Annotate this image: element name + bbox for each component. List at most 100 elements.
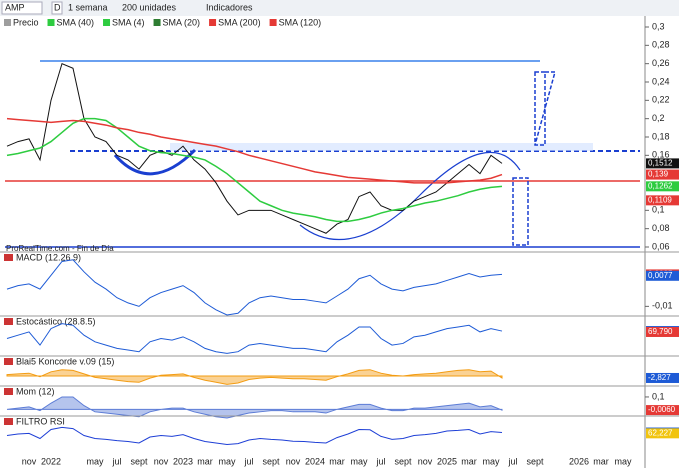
- y-tick-label: 0,06: [652, 241, 670, 251]
- x-tick-label: may: [86, 456, 104, 466]
- last-value-box: [646, 405, 679, 416]
- last-value-box: [646, 169, 679, 180]
- y-tick-label: 0,18: [652, 131, 670, 141]
- x-tick-label: sept: [526, 456, 544, 466]
- x-tick-label: mar: [329, 456, 345, 466]
- y-tick-label: 0,26: [652, 58, 670, 68]
- last-value-label: -2,827: [648, 373, 671, 382]
- x-tick-label: jul: [375, 456, 385, 466]
- projection: [512, 177, 529, 246]
- x-tick-label: sept: [262, 456, 280, 466]
- last-value-box: [646, 270, 679, 281]
- y-tick-label: 0,16: [652, 150, 670, 160]
- x-tick-label: 2022: [41, 456, 61, 466]
- line: [6, 117, 503, 184]
- area: [6, 396, 503, 419]
- last-value-box: [646, 195, 679, 206]
- y-tick-label: 0,28: [652, 40, 670, 50]
- last-value-label: -0,0060: [648, 405, 676, 414]
- period[interactable]: 1 semana: [68, 2, 108, 12]
- last-value-box: [646, 326, 679, 337]
- panel-title: MACD (12.26.9): [16, 252, 81, 262]
- x-tick-label: 2025: [437, 456, 457, 466]
- x-tick-label: mar: [593, 456, 609, 466]
- panel-title-box: [4, 358, 13, 365]
- panel-title: Blai5 Koncorde v.09 (15): [16, 356, 114, 366]
- source: ProRealTime.com - Fin de Día: [6, 244, 114, 253]
- symbol-box[interactable]: [1, 1, 43, 15]
- y-tick-label: 0,1: [652, 205, 665, 215]
- arc-drawing: [113, 148, 197, 176]
- panel-title-box: [4, 388, 13, 395]
- line: [6, 426, 503, 446]
- legend-swatch: [209, 19, 217, 26]
- x-tick-label: mar: [461, 456, 477, 466]
- last-value-label: 0,0077: [648, 271, 673, 280]
- x-tick-label: sept: [130, 456, 148, 466]
- y-tick-label: 0,3: [652, 21, 665, 31]
- panel-title: Mom (12): [16, 386, 55, 396]
- last-value-box: [646, 181, 679, 192]
- x-tick-label: jul: [507, 456, 517, 466]
- units[interactable]: 200 unidades: [122, 2, 177, 12]
- last-value-label: 69,790: [648, 327, 673, 336]
- area: [6, 369, 503, 385]
- legend-label: SMA (4): [112, 17, 145, 27]
- x-tick-label: jul: [111, 456, 121, 466]
- panel-title-box: [4, 254, 13, 261]
- toolbar: [0, 0, 679, 16]
- line: [6, 259, 503, 316]
- panel-title: FILTRO RSI: [16, 416, 65, 426]
- y-tick-label: 0,2: [652, 113, 665, 123]
- panel-title-box: [4, 418, 13, 425]
- legend-label: Precio: [13, 17, 39, 27]
- legend-swatch: [269, 19, 277, 26]
- x-tick-label: may: [350, 456, 368, 466]
- x-tick-label: 2024: [305, 456, 325, 466]
- x-tick-label: 2026: [569, 456, 589, 466]
- legend-swatch: [103, 19, 111, 26]
- last-value-label: 62,227: [648, 428, 673, 437]
- last-value-label: 0,139: [648, 170, 669, 179]
- period-code-box[interactable]: [51, 1, 63, 15]
- indicators[interactable]: Indicadores: [206, 2, 253, 12]
- legend-swatch: [4, 19, 11, 26]
- x-tick-label: sept: [394, 456, 412, 466]
- line: [6, 323, 503, 354]
- legend-label: SMA (120): [279, 17, 322, 27]
- legend-swatch: [47, 19, 55, 26]
- arc-drawing: [299, 151, 521, 241]
- legend-label: SMA (40): [57, 17, 95, 27]
- x-tick-label: nov: [22, 456, 37, 466]
- legend-label: SMA (200): [218, 17, 261, 27]
- x-tick-label: may: [218, 456, 236, 466]
- legend-swatch: [153, 19, 161, 26]
- last-value-box: [646, 372, 679, 383]
- legend-label: SMA (20): [163, 17, 201, 27]
- symbol[interactable]: AMP: [5, 2, 25, 12]
- x-tick-label: mar: [197, 456, 213, 466]
- last-value-label: 0,1262: [648, 181, 673, 190]
- x-tick-label: nov: [154, 456, 169, 466]
- y-tick-label: 0,24: [652, 76, 670, 86]
- x-tick-label: nov: [418, 456, 433, 466]
- y-tick-label: 0,1: [652, 391, 665, 401]
- x-tick-label: may: [614, 456, 632, 466]
- projection: [534, 71, 556, 146]
- period-code[interactable]: D: [54, 2, 61, 12]
- y-tick-label: -0,01: [652, 301, 673, 311]
- last-value-box: [646, 158, 679, 169]
- panel-title-box: [4, 318, 13, 325]
- zone: [170, 143, 593, 151]
- y-tick-label: 0,08: [652, 223, 670, 233]
- y-tick-label: 0,22: [652, 95, 670, 105]
- x-tick-label: nov: [286, 456, 301, 466]
- line: [6, 117, 503, 223]
- x-tick-label: jul: [243, 456, 253, 466]
- x-tick-label: 2023: [173, 456, 193, 466]
- last-value-box: [646, 428, 679, 439]
- panel-title: Estocástico (28.8.5): [16, 316, 96, 326]
- line: [6, 62, 503, 234]
